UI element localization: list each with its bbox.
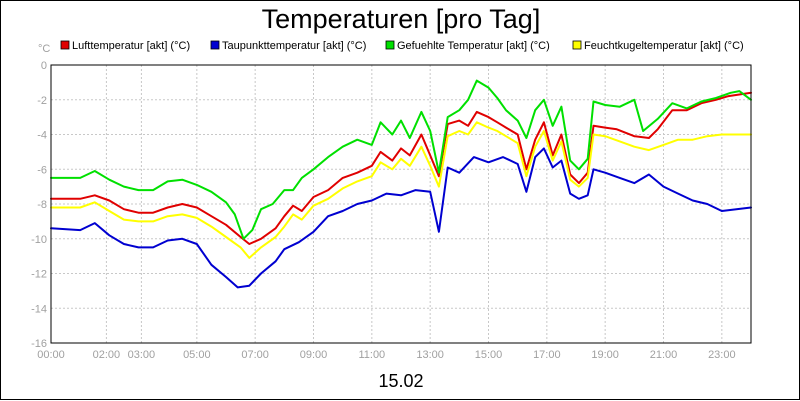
series-line-3 xyxy=(50,79,752,240)
date-label: 15.02 xyxy=(378,371,423,391)
plot-area xyxy=(50,64,752,344)
x-tick-label: 11:00 xyxy=(358,349,385,361)
x-tick-label: 09:00 xyxy=(300,349,328,361)
legend-swatch-4 xyxy=(572,40,582,50)
y-axis-ticks: 0 -2 -4 -6 -8 -10 -12 -14 -16 xyxy=(31,60,47,350)
x-tick-label: 03:00 xyxy=(128,349,156,361)
chart-title: Temperaturen [pro Tag] xyxy=(262,4,541,34)
series-lines xyxy=(50,79,752,289)
x-tick-label: 21:00 xyxy=(650,349,678,361)
x-tick-label: 05:00 xyxy=(183,349,211,361)
y-tick-label: -8 xyxy=(37,199,47,211)
series-line-2 xyxy=(50,147,752,289)
y-tick-label: -14 xyxy=(31,303,47,315)
series-line-4 xyxy=(50,121,752,259)
series-line-1 xyxy=(50,91,752,245)
x-tick-label: 15:00 xyxy=(475,349,503,361)
legend-swatch-3 xyxy=(385,40,395,50)
x-tick-label: 17:00 xyxy=(533,349,561,361)
legend-swatch-2 xyxy=(210,40,220,50)
legend-label-3: Gefuehlte Temperatur [akt] (°C) xyxy=(397,40,550,52)
legend-label-2: Taupunkttemperatur [akt] (°C) xyxy=(222,40,366,52)
y-tick-label: -2 xyxy=(37,95,47,107)
x-tick-label: 02:00 xyxy=(93,349,121,361)
legend-label-4: Feuchtkugeltemperatur [akt] (°C) xyxy=(584,40,744,52)
legend: Lufttemperatur [akt] (°C) Taupunkttempera… xyxy=(60,40,744,52)
y-tick-label: -6 xyxy=(37,164,47,176)
x-axis-ticks: 00:00 02:00 03:00 05:00 07:00 09:00 11:00 13:00… xyxy=(37,349,735,361)
y-tick-label: 0 xyxy=(41,60,47,72)
x-tick-label: 13:00 xyxy=(416,349,444,361)
y-tick-label: -10 xyxy=(31,234,47,246)
y-unit-label: °C xyxy=(38,43,50,55)
x-tick-label: 23:00 xyxy=(708,349,736,361)
y-tick-label: -16 xyxy=(31,338,47,350)
x-tick-label: 19:00 xyxy=(591,349,619,361)
y-tick-label: -12 xyxy=(31,269,47,281)
grid xyxy=(50,64,751,344)
x-tick-label: 00:00 xyxy=(37,349,65,361)
y-tick-label: -4 xyxy=(37,130,47,142)
legend-swatch-1 xyxy=(60,40,70,50)
legend-label-1: Lufttemperatur [akt] (°C) xyxy=(72,40,190,52)
x-tick-label: 07:00 xyxy=(241,349,269,361)
